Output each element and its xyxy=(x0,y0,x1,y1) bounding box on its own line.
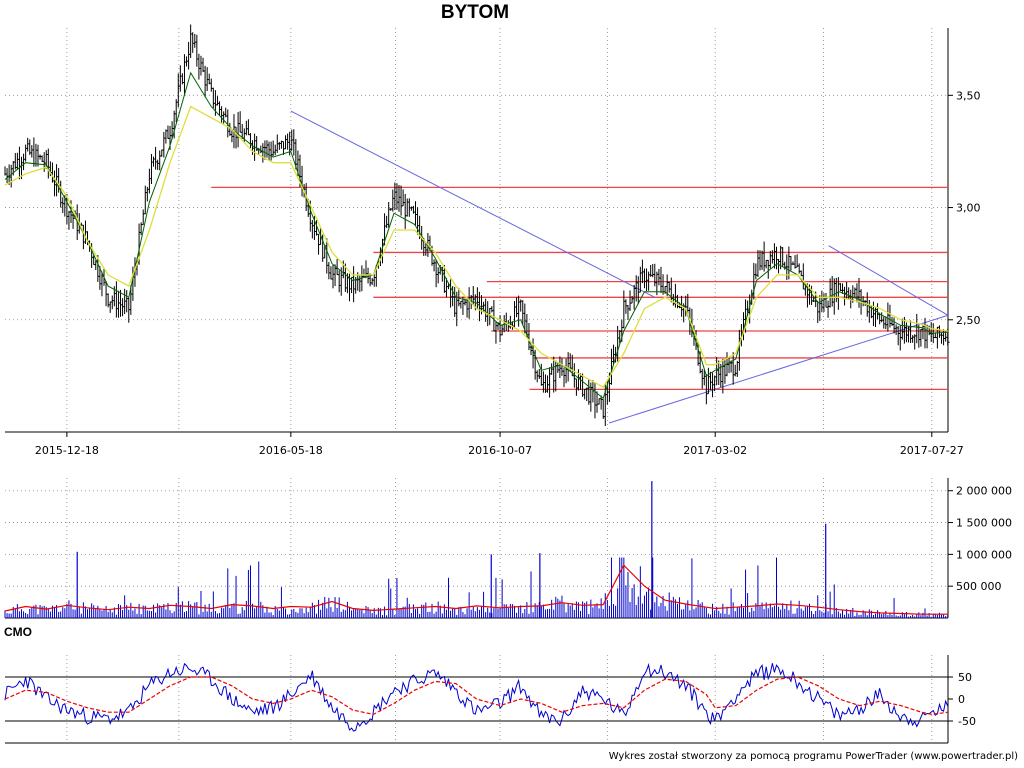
price-y-tick-label: 3,00 xyxy=(956,202,981,215)
price-y-tick-label: 3,50 xyxy=(956,89,981,102)
footer-credit: Wykres został stworzony za pomocą progra… xyxy=(608,751,1018,762)
cmo-y-tick-label: 0 xyxy=(958,693,965,706)
x-tick-label: 2017-03-02 xyxy=(683,444,747,457)
volume-y-tick-label: 1 000 000 xyxy=(956,548,1012,561)
cmo-y-tick-label: 50 xyxy=(958,671,972,684)
volume-moving-average-line xyxy=(4,564,948,615)
cmo-y-tick-label: -50 xyxy=(958,715,976,728)
cmo-line xyxy=(4,662,949,732)
volume-y-tick-label: 2 000 000 xyxy=(956,485,1012,498)
slow-moving-average-line xyxy=(4,105,949,388)
price-y-tick-label: 2,50 xyxy=(956,314,981,327)
x-tick-label: 2017-07-27 xyxy=(900,444,964,457)
price-bar xyxy=(947,328,950,346)
volume-y-tick-label: 1 500 000 xyxy=(956,517,1012,530)
x-tick-label: 2016-05-18 xyxy=(259,444,323,457)
cmo-signal-line xyxy=(4,676,949,716)
trend-line xyxy=(608,314,949,424)
volume-y-tick-label: 500 000 xyxy=(956,580,1002,593)
x-tick-label: 2016-10-07 xyxy=(468,444,532,457)
chart-title: BYTOM xyxy=(440,2,510,23)
trend-line xyxy=(828,245,949,316)
price-bar xyxy=(247,119,251,136)
trend-line xyxy=(290,110,656,298)
fast-moving-average-line xyxy=(4,71,949,400)
cmo-panel-label: CMO xyxy=(4,625,32,639)
x-tick-label: 2015-12-18 xyxy=(35,444,99,457)
